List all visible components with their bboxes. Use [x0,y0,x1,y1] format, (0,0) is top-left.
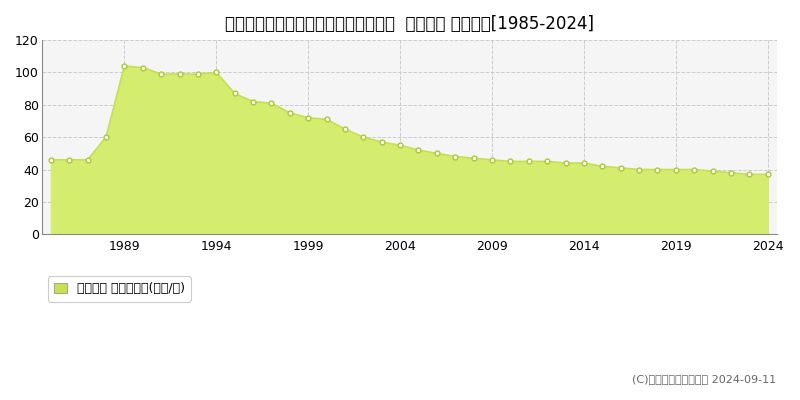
Text: (C)土地価格ドットコム 2024-09-11: (C)土地価格ドットコム 2024-09-11 [632,374,776,384]
Title: 埼玉県狭山市狭山台４丁目１７番２外  地価公示 地価推移[1985-2024]: 埼玉県狭山市狭山台４丁目１７番２外 地価公示 地価推移[1985-2024] [225,15,594,33]
Legend: 地価公示 平均坪単価(万円/坪): 地価公示 平均坪単価(万円/坪) [48,276,191,302]
